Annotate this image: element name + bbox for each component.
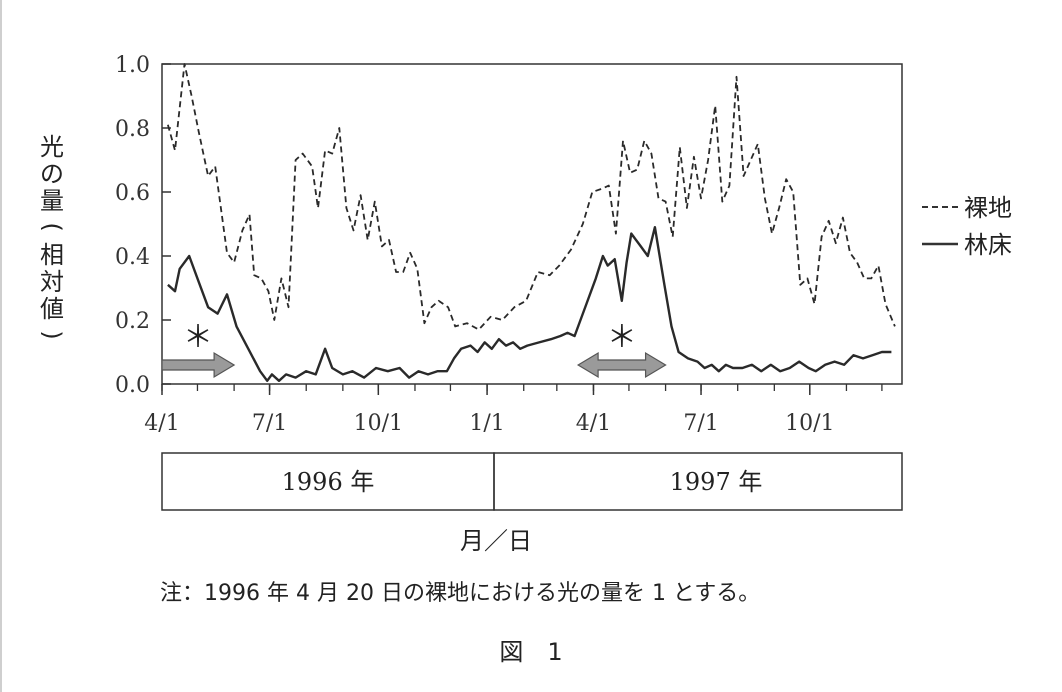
y-ticks: 0.0 0.2 0.4 0.6 0.8 1.0 — [115, 53, 171, 398]
figure-label: 図 1 — [499, 638, 562, 666]
legend-label-bare: 裸地 — [964, 194, 1012, 222]
period-arrows: ＊＊ — [161, 320, 667, 379]
period-asterisk: ＊ — [607, 320, 637, 355]
y-tick-label: 0.6 — [115, 181, 150, 206]
y-axis-label: 光の量 ( 相対値) — [38, 133, 66, 340]
y-axis-label-char: 相 — [40, 241, 64, 269]
year-label-1996: 1996 年 — [282, 468, 375, 496]
x-tick-label: 4/1 — [144, 411, 179, 436]
year-box-1997 — [493, 452, 903, 511]
y-axis-label-char: ( — [38, 222, 66, 231]
legend: 裸地 林床 — [922, 194, 1012, 259]
chart-note: 注：1996 年 4 月 20 日の裸地における光の量を 1 とする。 — [160, 581, 760, 606]
x-ticks: 4/1 7/1 10/1 1/1 4/1 7/1 10/1 — [144, 384, 883, 436]
page-edge-line — [0, 0, 2, 692]
legend-label-forest: 林床 — [964, 231, 1012, 259]
period-asterisk: ＊ — [183, 320, 213, 355]
plot-frame — [161, 63, 903, 385]
x-axis-label: 月／日 — [460, 527, 532, 555]
x-tick-label: 10/1 — [354, 411, 403, 436]
series-lines — [167, 63, 896, 382]
y-axis-label-char: ) — [38, 330, 66, 339]
y-tick-label: 0.8 — [115, 117, 150, 142]
y-tick-label: 0.0 — [115, 373, 150, 398]
y-axis-label-char: 量 — [40, 187, 64, 215]
period-arrow — [161, 351, 236, 379]
y-axis-label-char: 値 — [40, 295, 64, 323]
y-tick-label: 1.0 — [115, 53, 150, 78]
series-line-bare — [167, 63, 896, 331]
y-tick-label: 0.4 — [115, 245, 150, 270]
y-tick-label: 0.2 — [115, 309, 150, 334]
y-axis-label-char: 対 — [40, 268, 64, 296]
x-tick-label: 1/1 — [469, 411, 504, 436]
series-line-forest — [167, 226, 892, 382]
y-axis-label-char: 光 — [40, 133, 64, 161]
x-tick-label: 4/1 — [576, 411, 611, 436]
year-label-1997: 1997 年 — [670, 468, 763, 496]
y-axis-label-char: の — [40, 160, 64, 188]
x-tick-label: 7/1 — [252, 411, 287, 436]
x-tick-label: 7/1 — [683, 411, 718, 436]
x-tick-label: 10/1 — [785, 411, 834, 436]
year-boxes: 1996 年 1997 年 — [161, 452, 903, 511]
period-arrow — [576, 351, 667, 379]
